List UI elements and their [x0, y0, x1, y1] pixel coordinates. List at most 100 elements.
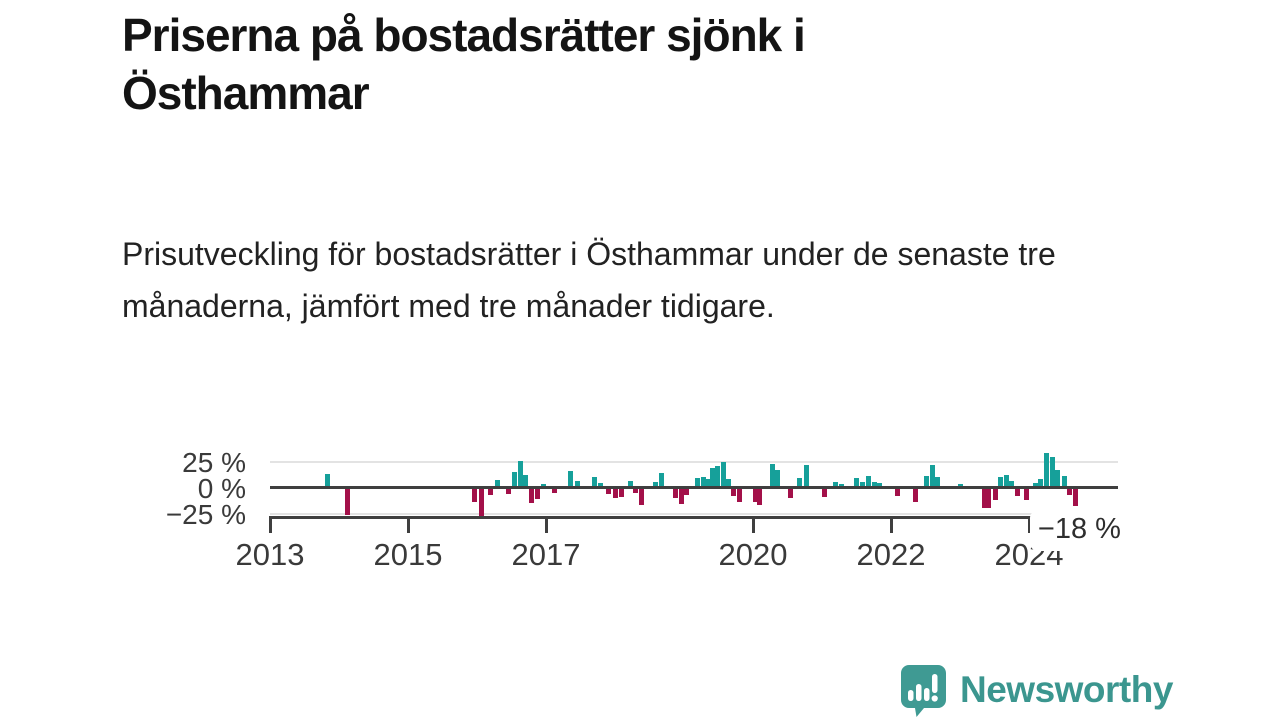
gridline	[270, 460, 1118, 463]
bar-positive	[706, 479, 711, 488]
bar-negative	[639, 487, 644, 506]
bar-negative	[613, 487, 618, 498]
bar-negative	[986, 487, 991, 509]
bar-positive	[839, 484, 844, 488]
bar-negative	[619, 487, 624, 497]
gridline	[270, 512, 1118, 515]
bar-positive	[930, 464, 935, 488]
bar-negative	[1024, 487, 1029, 500]
bar-positive	[598, 483, 603, 488]
bar-negative	[895, 487, 900, 496]
bar-negative	[472, 487, 477, 503]
bar-positive	[512, 471, 517, 488]
bar-positive	[1033, 483, 1038, 488]
bar-positive	[797, 478, 802, 488]
x-axis-label: 2013	[235, 537, 305, 572]
bar-negative	[506, 487, 511, 494]
bar-positive	[695, 478, 700, 488]
bar-positive	[495, 480, 500, 488]
bar-negative	[757, 487, 762, 506]
bar-negative	[913, 487, 918, 503]
bar-negative	[993, 487, 998, 500]
bar-negative	[679, 487, 684, 505]
bar-positive	[659, 472, 664, 488]
bar-negative	[982, 487, 987, 509]
bar-positive	[1038, 479, 1043, 488]
x-axis-label: 2017	[511, 537, 581, 572]
bar-positive	[568, 470, 573, 488]
bar-positive	[1004, 475, 1009, 488]
y-axis-label: 25 %	[182, 446, 246, 478]
bar-positive	[653, 482, 658, 488]
bar-negative	[684, 487, 689, 495]
bar-negative	[488, 487, 493, 495]
x-axis-tick	[889, 516, 893, 533]
bar-positive	[935, 477, 940, 488]
bar-positive	[518, 460, 523, 488]
x-axis-tick	[751, 516, 755, 533]
bar-positive	[592, 477, 597, 488]
bar-positive	[628, 481, 633, 488]
y-axis-label: −25 %	[165, 498, 246, 530]
x-axis-tick	[1027, 516, 1031, 533]
bar-positive	[1062, 476, 1067, 488]
bar-negative	[753, 487, 758, 503]
x-axis-label: 2022	[856, 537, 926, 572]
zero-line	[270, 486, 1118, 489]
bar-positive	[710, 467, 715, 488]
bar-negative	[1067, 487, 1072, 495]
newsworthy-logo: Newsworthy	[897, 662, 1173, 718]
bar-positive	[325, 474, 330, 488]
bar-negative	[788, 487, 793, 498]
bar-positive	[575, 481, 580, 488]
x-axis-tick	[406, 516, 410, 533]
bar-positive	[833, 482, 838, 488]
x-axis-tick	[544, 516, 548, 533]
x-axis-tick	[268, 516, 272, 533]
newsworthy-logo-icon	[901, 665, 946, 717]
bar-positive	[877, 483, 882, 488]
bar-positive	[715, 465, 720, 488]
bar-negative	[529, 487, 534, 504]
x-axis-label: 2020	[718, 537, 788, 572]
bar-positive	[924, 476, 929, 488]
bar-negative	[731, 487, 736, 496]
bar-negative	[345, 487, 350, 515]
bar-positive	[541, 484, 546, 488]
bar-positive	[1050, 457, 1055, 488]
y-axis-label: 0 %	[197, 472, 246, 504]
x-axis-label: 2015	[373, 537, 443, 572]
page-title: Priserna på bostadsrätter sjönk i Östham…	[122, 9, 806, 119]
bar-positive	[958, 484, 963, 488]
bar-positive	[1044, 453, 1049, 488]
bar-positive	[804, 464, 809, 488]
bar-positive	[1009, 481, 1014, 488]
bar-positive	[1055, 469, 1060, 488]
newsworthy-logo-text: Newsworthy	[960, 669, 1173, 710]
bar-negative	[1073, 487, 1078, 507]
bar-positive	[726, 479, 731, 488]
latest-value-annotation: −18 %	[1029, 510, 1131, 551]
bar-positive	[770, 463, 775, 488]
bar-negative	[633, 487, 638, 493]
x-axis-line	[270, 516, 1118, 519]
bar-negative	[1015, 487, 1020, 496]
bar-positive	[775, 469, 780, 488]
bar-negative	[822, 487, 827, 497]
bar-negative	[737, 487, 742, 503]
bar-positive	[701, 477, 706, 488]
bar-positive	[866, 476, 871, 488]
bar-positive	[872, 482, 877, 488]
bar-negative	[606, 487, 611, 494]
bar-positive	[523, 475, 528, 488]
bar-negative	[535, 487, 540, 499]
bar-negative	[479, 487, 484, 516]
bar-positive	[998, 477, 1003, 488]
chart-description: Prisutveckling för bostadsrätter i Östha…	[122, 236, 1056, 324]
bar-positive	[854, 478, 859, 488]
bar-positive	[860, 482, 865, 488]
bar-negative	[673, 487, 678, 498]
bar-negative	[552, 487, 557, 493]
